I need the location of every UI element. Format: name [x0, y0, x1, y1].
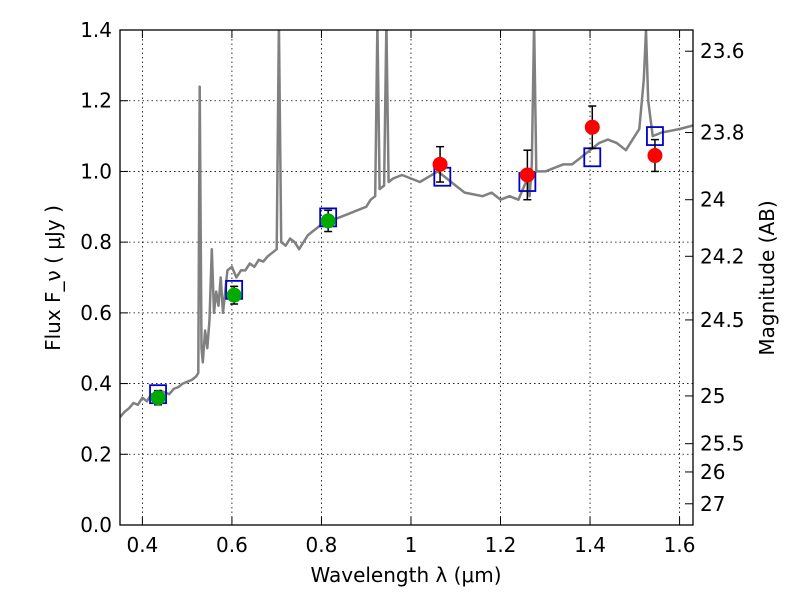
right-tick-label: 25.5 [700, 432, 745, 456]
right-tick-label: 25 [700, 384, 725, 408]
axis-ticks: 0.4 0.6 0.8 1 1.2 1.4 1.6 0.0 0.2 0.4 0.6 0.8 1.0 1.2… [80, 18, 744, 557]
right-tick-label: 24.2 [700, 244, 745, 268]
y-tick-label: 0.2 [80, 442, 112, 466]
photometry-point [584, 119, 600, 135]
right-tick-label: 24.5 [700, 308, 745, 332]
x-tick-label: 1 [405, 533, 418, 557]
x-tick-label: 0.8 [306, 533, 338, 557]
x-tick-label: 1.2 [485, 533, 517, 557]
x-tick-label: 0.4 [126, 533, 158, 557]
x-tick-label: 1.4 [574, 533, 606, 557]
right-tick-label: 23.6 [700, 39, 745, 63]
y-tick-label: 1.0 [80, 159, 112, 183]
photometry-point [150, 390, 166, 406]
photometry-point [647, 148, 663, 164]
y-axis-label: Flux F_ν ( μJy ) [41, 205, 65, 351]
right-tick-label: 23.8 [700, 121, 745, 145]
photometry-point [226, 287, 242, 303]
x-tick-label: 1.6 [664, 533, 696, 557]
y-tick-label: 0.6 [80, 301, 112, 325]
x-axis-label: Wavelength λ (μm) [310, 563, 501, 587]
y-tick-label: 1.2 [80, 89, 112, 113]
right-axis-label: Magnitude (AB) [755, 200, 779, 355]
y-tick-label: 1.4 [80, 18, 112, 42]
photometry-point [432, 156, 448, 172]
x-tick-label: 0.6 [216, 533, 248, 557]
photometry-point [320, 213, 336, 229]
right-tick-label: 27 [700, 492, 725, 516]
right-tick-label: 24 [700, 188, 725, 212]
plot-area [120, 30, 693, 419]
axes-frame [119, 29, 694, 526]
y-tick-label: 0.0 [80, 513, 112, 537]
y-tick-label: 0.4 [80, 372, 112, 396]
photometry-point [519, 167, 535, 183]
right-tick-label: 26 [700, 460, 725, 484]
grid-lines [120, 30, 693, 525]
y-tick-label: 0.8 [80, 230, 112, 254]
